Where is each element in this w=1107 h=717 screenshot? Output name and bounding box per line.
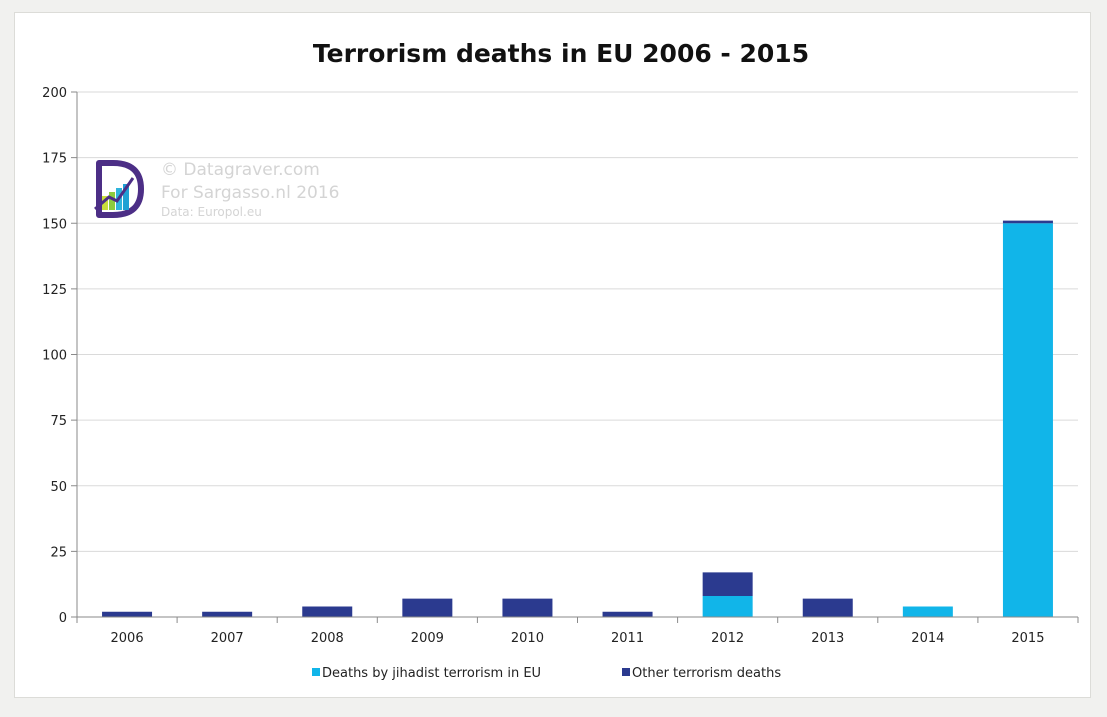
y-tick-label: 175 (42, 152, 67, 167)
x-tick-label: 2007 (211, 631, 244, 646)
y-tick-label: 50 (50, 480, 67, 495)
bar-other-2012 (702, 572, 753, 596)
datagraver-logo-icon (94, 160, 144, 218)
y-tick-label: 25 (50, 545, 67, 560)
legend-label: Other terrorism deaths (632, 666, 781, 681)
y-tick-label: 75 (50, 414, 67, 429)
y-tick-label: 100 (42, 349, 67, 364)
bars (102, 220, 1053, 617)
watermark-line: For Sargasso.nl 2016 (161, 183, 339, 203)
bar-other-2007 (202, 611, 253, 617)
y-tick-label: 150 (42, 217, 67, 232)
x-tick-label: 2009 (411, 631, 444, 646)
gridlines (77, 91, 1078, 552)
chart-frame: Terrorism deaths in EU 2006 - 2015 © Dat… (14, 12, 1091, 698)
bar-other-2009 (402, 598, 453, 617)
watermark: © Datagraver.com For Sargasso.nl 2016 Da… (94, 160, 339, 219)
legend-swatch (622, 668, 630, 676)
bar-jihadist-2014 (902, 606, 953, 617)
bar-other-2008 (302, 606, 353, 617)
bar-other-2013 (802, 598, 853, 617)
x-tick-label: 2015 (1011, 631, 1044, 646)
x-tick-label: 2008 (311, 631, 344, 646)
x-tick-label: 2013 (811, 631, 844, 646)
legend-swatch (312, 668, 320, 676)
legend: Deaths by jihadist terrorism in EU Other … (312, 666, 781, 681)
watermark-line: Data: Europol.eu (161, 205, 262, 219)
bar-other-2010 (502, 598, 553, 617)
x-tick-label: 2010 (511, 631, 544, 646)
x-tick-label: 2012 (711, 631, 744, 646)
bar-other-2006 (102, 611, 153, 617)
x-tick-label: 2011 (611, 631, 644, 646)
y-tick-label: 0 (59, 611, 67, 626)
chart-title: Terrorism deaths in EU 2006 - 2015 (313, 39, 809, 68)
axes: 0 25 50 75 100 125 150 175 200 2006 2007 2008 2009 20… (42, 86, 1079, 646)
y-tick-label: 200 (42, 86, 67, 101)
y-tick-label: 125 (42, 283, 67, 298)
bar-jihadist-2015 (1002, 223, 1053, 617)
bar-chart: Terrorism deaths in EU 2006 - 2015 © Dat… (42, 39, 1079, 681)
legend-label: Deaths by jihadist terrorism in EU (322, 666, 541, 681)
bar-other-2015 (1002, 220, 1053, 224)
x-tick-label: 2006 (111, 631, 144, 646)
bar-other-2011 (602, 611, 653, 617)
bar-jihadist-2012 (702, 596, 753, 617)
watermark-line: © Datagraver.com (161, 160, 320, 180)
x-tick-label: 2014 (911, 631, 944, 646)
